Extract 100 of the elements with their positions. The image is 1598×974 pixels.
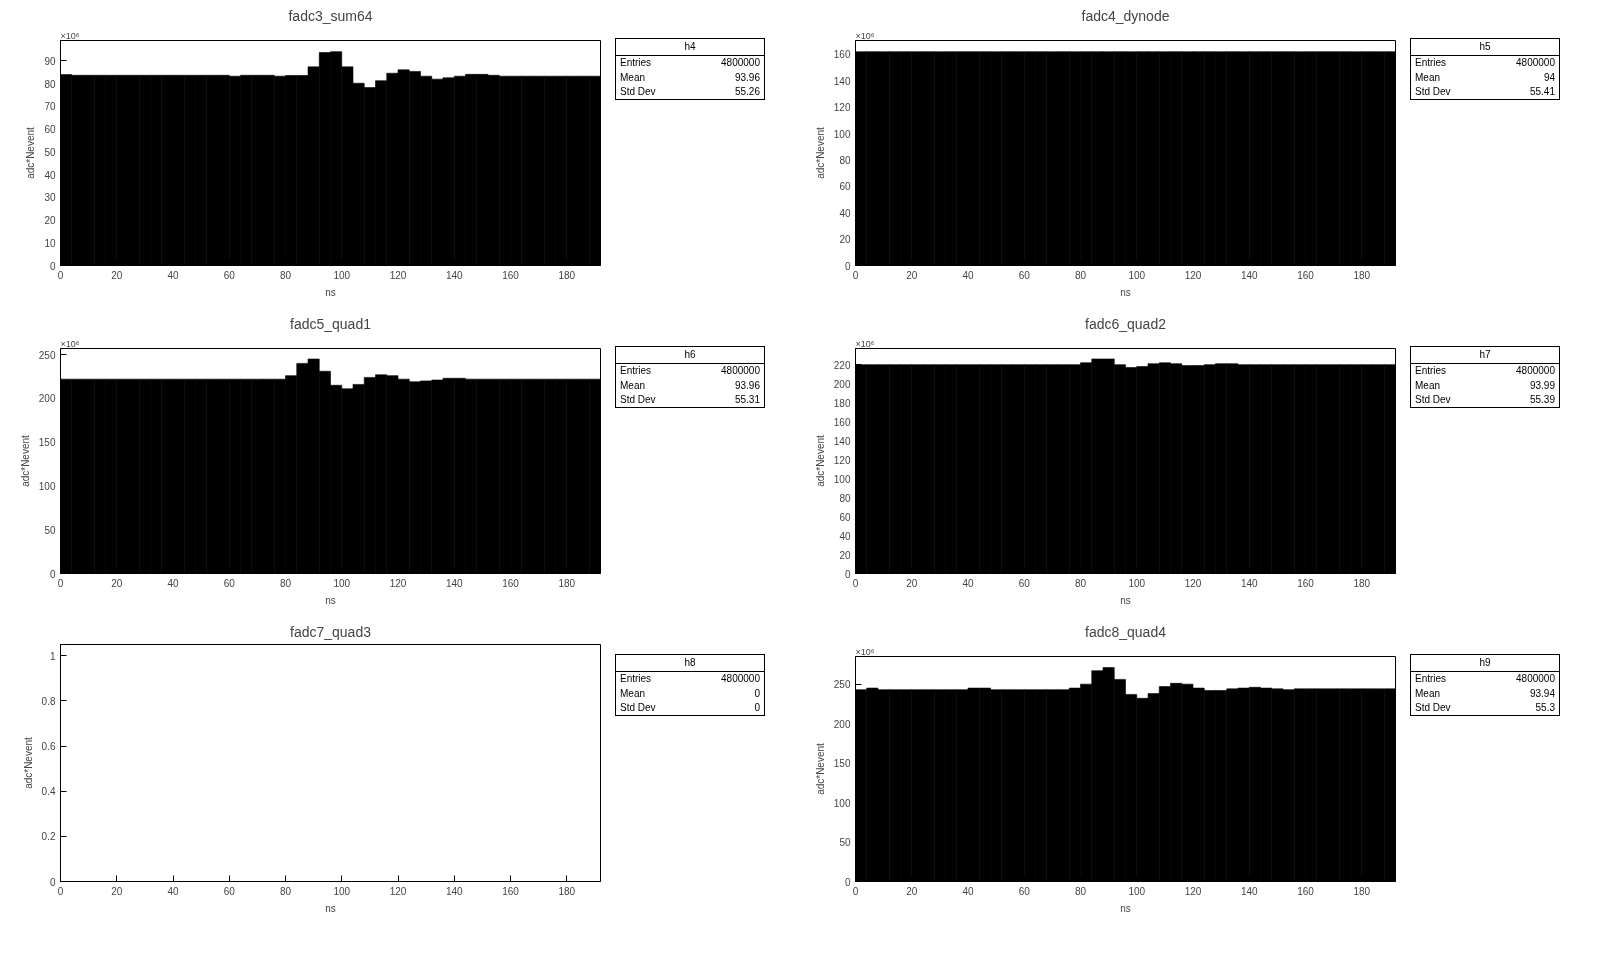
y-tick-label: 60 — [44, 124, 56, 136]
text: Mean 94 — [1415, 71, 1555, 83]
y-tick-label: 80 — [839, 492, 851, 504]
y-axis-title: adc*Nevent — [814, 434, 826, 487]
x-axis-title: ns — [1120, 594, 1131, 606]
y-tick-label: 220 — [833, 359, 851, 371]
y-tick-label: 70 — [44, 101, 56, 113]
x-tick-label: 20 — [111, 269, 123, 281]
x-tick-label: 120 — [389, 577, 407, 589]
y-tick-label: 0 — [844, 568, 851, 580]
y-tick-label: 160 — [833, 416, 851, 428]
x-tick-label: 120 — [389, 885, 407, 897]
y-tick-label: 100 — [38, 480, 56, 492]
x-tick-label: 140 — [1240, 577, 1259, 589]
x-tick-label: 180 — [558, 577, 576, 589]
x-tick-label: 40 — [962, 269, 974, 281]
x-axis-title: ns — [1120, 902, 1131, 914]
y-tick-label: 60 — [839, 511, 851, 523]
y-tick-label: 200 — [833, 718, 851, 730]
x-tick-label: 60 — [223, 269, 236, 281]
annotation: ×10⁶ — [855, 338, 875, 349]
y-tick-label: 0 — [49, 568, 56, 580]
x-tick-label: 180 — [1353, 885, 1371, 897]
y-tick-label: 1 — [49, 650, 56, 662]
text: ×10⁶ — [855, 646, 875, 657]
y-tick-label: 150 — [38, 437, 56, 449]
y-tick-label: 0.8 — [41, 695, 56, 707]
x-tick-label: 120 — [389, 269, 407, 281]
x-tick-label: 80 — [1074, 577, 1087, 589]
x-tick-label: 60 — [223, 577, 236, 589]
text: ×10⁶ — [60, 338, 80, 349]
y-tick-label: 0 — [844, 876, 851, 888]
y-tick-label: 120 — [833, 454, 851, 466]
annotation: ×10⁶ — [855, 30, 875, 41]
y-tick-label: 200 — [38, 393, 56, 405]
chart-title: fadc4_dynode — [1081, 7, 1170, 24]
y-tick-label: 250 — [38, 349, 56, 361]
x-axis-title: ns — [325, 902, 336, 914]
y-axis-title: adc*Nevent — [22, 736, 34, 789]
x-tick-label: 180 — [1353, 269, 1371, 281]
x-tick-label: 180 — [1353, 577, 1371, 589]
x-tick-label: 140 — [445, 269, 464, 281]
y-tick-label: 50 — [44, 146, 56, 158]
x-axis-title: ns — [325, 286, 336, 298]
x-tick-label: 160 — [1297, 577, 1315, 589]
text: h8 — [615, 654, 765, 672]
text: h5 — [1410, 38, 1560, 56]
y-tick-label: 0.4 — [41, 786, 56, 798]
y-axis-title: adc*Nevent — [814, 742, 826, 795]
x-tick-label: 160 — [1297, 269, 1315, 281]
text: Std Dev 55.3 — [1415, 701, 1555, 713]
x-tick-label: 20 — [906, 885, 918, 897]
x-tick-label: 80 — [279, 269, 292, 281]
y-axis-title: adc*Nevent — [814, 126, 826, 179]
text: Std Dev 0 — [620, 701, 760, 713]
y-tick-label: 40 — [44, 169, 56, 181]
y-tick-label: 140 — [833, 435, 851, 447]
x-tick-label: 80 — [279, 577, 292, 589]
x-tick-label: 140 — [1240, 269, 1259, 281]
text: Entries 4800000 — [620, 365, 760, 377]
y-tick-label: 90 — [44, 55, 56, 67]
y-tick-label: 60 — [839, 181, 851, 193]
x-tick-label: 80 — [1074, 269, 1087, 281]
x-tick-label: 160 — [502, 269, 520, 281]
x-tick-label: 60 — [1018, 885, 1031, 897]
x-axis-title: ns — [1120, 286, 1131, 298]
y-tick-label: 0 — [49, 260, 56, 272]
x-tick-label: 160 — [502, 577, 520, 589]
x-tick-label: 0 — [852, 269, 859, 281]
y-tick-label: 0.2 — [41, 831, 56, 843]
y-tick-label: 100 — [833, 797, 851, 809]
x-tick-label: 120 — [1184, 885, 1202, 897]
y-tick-label: 30 — [44, 192, 56, 204]
text: Entries 4800000 — [620, 57, 760, 69]
text: Std Dev 55.31 — [620, 393, 760, 405]
x-tick-label: 100 — [333, 269, 351, 281]
x-tick-label: 40 — [167, 885, 179, 897]
x-tick-label: 140 — [445, 577, 464, 589]
text: h6 — [615, 346, 765, 364]
x-tick-label: 40 — [167, 577, 179, 589]
text: Mean 93.96 — [620, 71, 760, 83]
text: Entries 4800000 — [1415, 365, 1555, 377]
text: Std Dev 55.41 — [1415, 85, 1555, 97]
x-tick-label: 40 — [167, 269, 179, 281]
y-tick-label: 180 — [833, 397, 851, 409]
y-tick-label: 40 — [839, 207, 851, 219]
y-tick-label: 80 — [839, 154, 851, 166]
x-tick-label: 80 — [1074, 885, 1087, 897]
y-tick-label: 20 — [44, 215, 56, 227]
text: Mean 93.99 — [1415, 379, 1555, 391]
text: Mean 0 — [620, 687, 760, 699]
text: Mean 93.94 — [1415, 687, 1555, 699]
x-tick-label: 120 — [1184, 577, 1202, 589]
y-tick-label: 0.6 — [41, 741, 56, 753]
text: h4 — [615, 38, 765, 56]
text: Mean 93.96 — [620, 379, 760, 391]
y-tick-label: 0 — [844, 260, 851, 272]
x-tick-label: 140 — [445, 885, 464, 897]
text: Entries 4800000 — [620, 673, 760, 685]
x-tick-label: 160 — [502, 885, 520, 897]
